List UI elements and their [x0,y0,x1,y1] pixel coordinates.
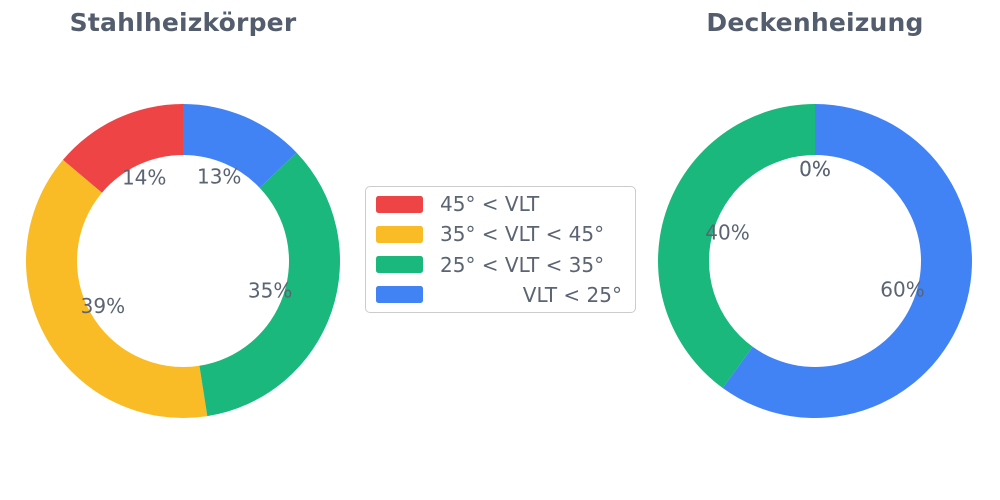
legend-item: 35° < VLT < 45° [376,224,622,244]
pct-label-1-2: 40% [705,221,749,245]
donut-wedge-0-1 [26,159,208,418]
legend-item: VLT < 25° [376,285,622,305]
donut-wedge-1-3 [722,104,973,418]
legend-label: 45° < VLT [440,192,540,216]
legend: 45° < VLT 35° < VLT < 45° 25° < VLT < 35… [365,186,636,313]
legend-item: 25° < VLT < 35° [376,255,622,275]
pct-label-0-3: 13% [197,164,241,188]
pct-label-1-3: 60% [880,277,924,301]
donut-wedge-1-2 [658,104,815,389]
legend-label: 35° < VLT < 45° [440,222,605,247]
pct-label-1-0: 0% [799,157,831,181]
pct-label-0-2: 35% [248,279,292,303]
legend-item: 45° < VLT [376,194,622,214]
legend-swatch-green [376,256,423,274]
legend-swatch-yellow [376,225,423,243]
pct-label-0-1: 39% [81,294,125,318]
legend-label: 25° < VLT < 35° [440,252,605,277]
pct-label-0-0: 14% [122,166,166,190]
legend-label: VLT < 25° [522,282,622,307]
donut-wedge-0-3 [183,104,297,188]
chart-title-deckenheizung: Deckenheizung [706,8,924,37]
legend-swatch-blue [376,286,423,304]
donut-wedge-0-0 [62,104,183,193]
chart-title-stahlheizkoerper: Stahlheizkörper [69,8,297,37]
pct-label-1-1: 0% [799,157,831,181]
legend-swatch-red [376,195,423,213]
donut-wedge-0-2 [199,152,340,417]
